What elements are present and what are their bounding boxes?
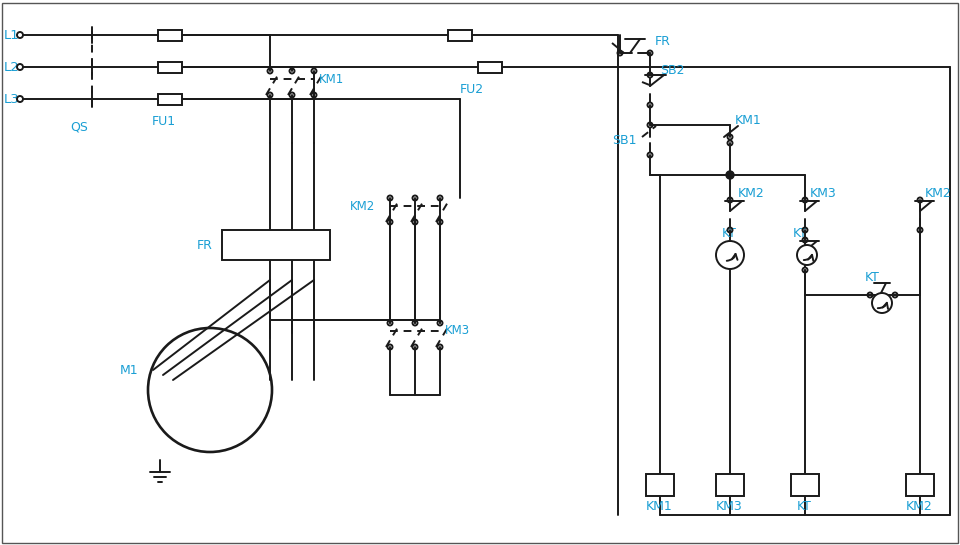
Circle shape xyxy=(797,245,817,265)
Text: FU2: FU2 xyxy=(460,82,484,95)
Text: KT: KT xyxy=(793,227,808,239)
Bar xyxy=(222,230,330,260)
Circle shape xyxy=(148,328,272,452)
Bar xyxy=(791,474,819,496)
Text: SB2: SB2 xyxy=(660,64,684,76)
Circle shape xyxy=(872,293,892,313)
Circle shape xyxy=(726,171,734,179)
Text: KM2: KM2 xyxy=(906,500,933,513)
Text: KM3: KM3 xyxy=(716,500,743,513)
Bar xyxy=(158,94,182,105)
Text: KT: KT xyxy=(797,500,812,513)
Text: KM1: KM1 xyxy=(646,500,673,513)
Text: KM2: KM2 xyxy=(350,199,375,213)
Text: SB1: SB1 xyxy=(612,134,636,147)
Text: L3: L3 xyxy=(4,93,20,106)
Bar xyxy=(716,474,744,496)
Text: FR: FR xyxy=(197,239,213,251)
Text: L1: L1 xyxy=(4,28,20,41)
Bar xyxy=(646,474,674,496)
Text: M1: M1 xyxy=(120,364,138,377)
Text: KM2: KM2 xyxy=(738,186,765,199)
Text: KM3: KM3 xyxy=(445,324,470,337)
Bar xyxy=(158,62,182,72)
Text: KM1: KM1 xyxy=(319,72,345,86)
Bar xyxy=(158,29,182,40)
Text: L2: L2 xyxy=(4,60,20,74)
Text: KT: KT xyxy=(865,270,880,283)
Text: KM1: KM1 xyxy=(735,113,761,126)
Text: KM2: KM2 xyxy=(925,186,951,199)
Text: QS: QS xyxy=(70,120,88,134)
Bar xyxy=(478,62,502,72)
Text: FU1: FU1 xyxy=(152,114,176,128)
Bar xyxy=(906,474,934,496)
Bar xyxy=(448,29,472,40)
Text: KM3: KM3 xyxy=(810,186,837,199)
Circle shape xyxy=(716,241,744,269)
Text: KT: KT xyxy=(722,227,737,239)
Text: FR: FR xyxy=(655,34,671,47)
